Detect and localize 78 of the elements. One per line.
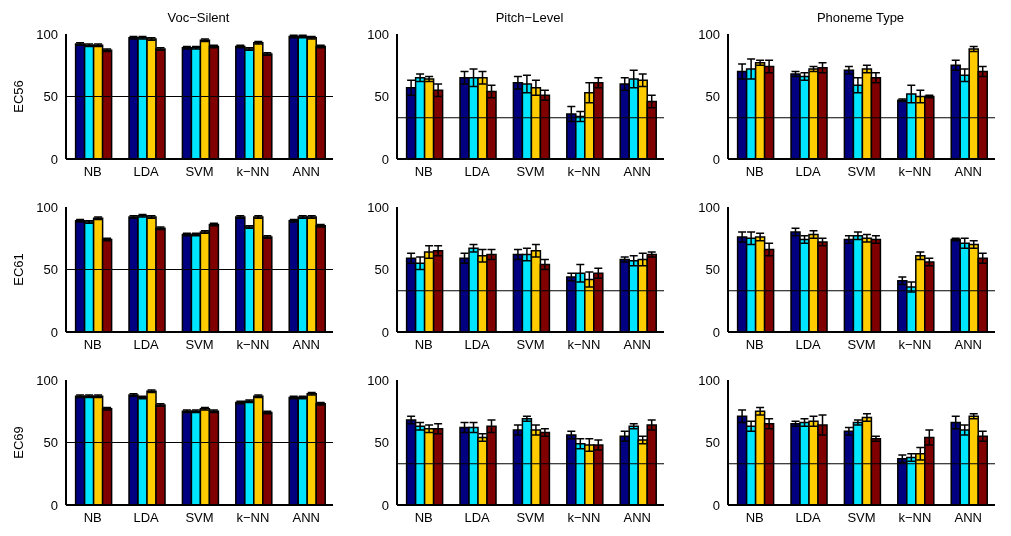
x-tick-label: k−NN	[898, 337, 932, 353]
y-tick-label: 0	[50, 151, 58, 167]
x-tick-label: ANN	[623, 337, 652, 353]
y-tick-label: 100	[36, 372, 58, 388]
y-tick-label: 100	[367, 372, 389, 388]
y-tick-label: 50	[705, 89, 720, 105]
x-tick-label: SVM	[516, 510, 545, 526]
chart-title: Phoneme Type	[815, 9, 906, 27]
y-tick-label: 0	[712, 151, 720, 167]
x-tick-label: NB	[414, 510, 433, 526]
x-tick-label: ANN	[292, 337, 321, 353]
x-tick-label: NB	[414, 164, 433, 180]
x-tick-label: LDA	[464, 164, 491, 180]
x-tick-label: ANN	[623, 510, 652, 526]
y-tick-label: 100	[698, 199, 720, 215]
x-tick-label: LDA	[795, 337, 822, 353]
y-tick-label: 50	[705, 435, 720, 451]
y-axis-title: EC69	[10, 426, 26, 459]
y-axis-title: EC61	[10, 253, 26, 286]
x-tick-label: LDA	[133, 510, 160, 526]
y-tick-label: 0	[381, 497, 389, 513]
x-tick-label: k−NN	[236, 337, 270, 353]
x-tick-label: ANN	[954, 337, 983, 353]
x-tick-label: k−NN	[567, 337, 601, 353]
y-tick-label: 0	[712, 497, 720, 513]
x-tick-label: k−NN	[567, 164, 601, 180]
x-tick-label: ANN	[954, 164, 983, 180]
x-tick-label: NB	[83, 337, 102, 353]
x-tick-label: LDA	[795, 164, 822, 180]
x-tick-label: ANN	[292, 164, 321, 180]
x-tick-label: NB	[83, 164, 102, 180]
x-tick-label: SVM	[185, 164, 214, 180]
x-tick-label: NB	[414, 337, 433, 353]
x-tick-label: SVM	[847, 164, 876, 180]
x-tick-label: k−NN	[898, 164, 932, 180]
x-tick-label: SVM	[185, 337, 214, 353]
x-tick-label: ANN	[954, 510, 983, 526]
y-tick-label: 50	[374, 89, 389, 105]
x-tick-label: SVM	[185, 510, 214, 526]
y-tick-label: 100	[698, 372, 720, 388]
y-tick-label: 50	[43, 435, 58, 451]
chart-title: Pitch−Level	[494, 9, 565, 27]
x-tick-label: NB	[83, 510, 102, 526]
x-tick-label: SVM	[516, 337, 545, 353]
y-tick-label: 50	[705, 262, 720, 278]
x-tick-label: k−NN	[567, 510, 601, 526]
x-tick-label: NB	[745, 164, 764, 180]
x-tick-label: LDA	[795, 510, 822, 526]
y-tick-label: 0	[381, 151, 389, 167]
x-tick-label: ANN	[623, 164, 652, 180]
x-tick-label: k−NN	[898, 510, 932, 526]
y-tick-label: 50	[43, 262, 58, 278]
x-tick-label: SVM	[516, 164, 545, 180]
y-tick-label: 100	[36, 26, 58, 42]
y-tick-label: 0	[381, 324, 389, 340]
x-tick-label: NB	[745, 337, 764, 353]
y-tick-label: 0	[50, 497, 58, 513]
x-tick-label: LDA	[464, 337, 491, 353]
x-tick-label: LDA	[133, 337, 160, 353]
y-tick-label: 50	[374, 435, 389, 451]
y-axis-title: EC56	[10, 80, 26, 113]
y-tick-label: 50	[374, 262, 389, 278]
y-tick-label: 100	[367, 199, 389, 215]
x-tick-label: LDA	[133, 164, 160, 180]
x-tick-label: k−NN	[236, 164, 270, 180]
x-tick-label: k−NN	[236, 510, 270, 526]
chart-title: Voc−Silent	[166, 9, 231, 27]
y-tick-label: 0	[712, 324, 720, 340]
y-tick-label: 100	[698, 26, 720, 42]
y-tick-label: 50	[43, 89, 58, 105]
x-tick-label: LDA	[464, 510, 491, 526]
x-tick-label: NB	[745, 510, 764, 526]
y-tick-label: 100	[367, 26, 389, 42]
x-tick-label: ANN	[292, 510, 321, 526]
x-tick-label: SVM	[847, 510, 876, 526]
y-tick-label: 100	[36, 199, 58, 215]
y-tick-label: 0	[50, 324, 58, 340]
x-tick-label: SVM	[847, 337, 876, 353]
